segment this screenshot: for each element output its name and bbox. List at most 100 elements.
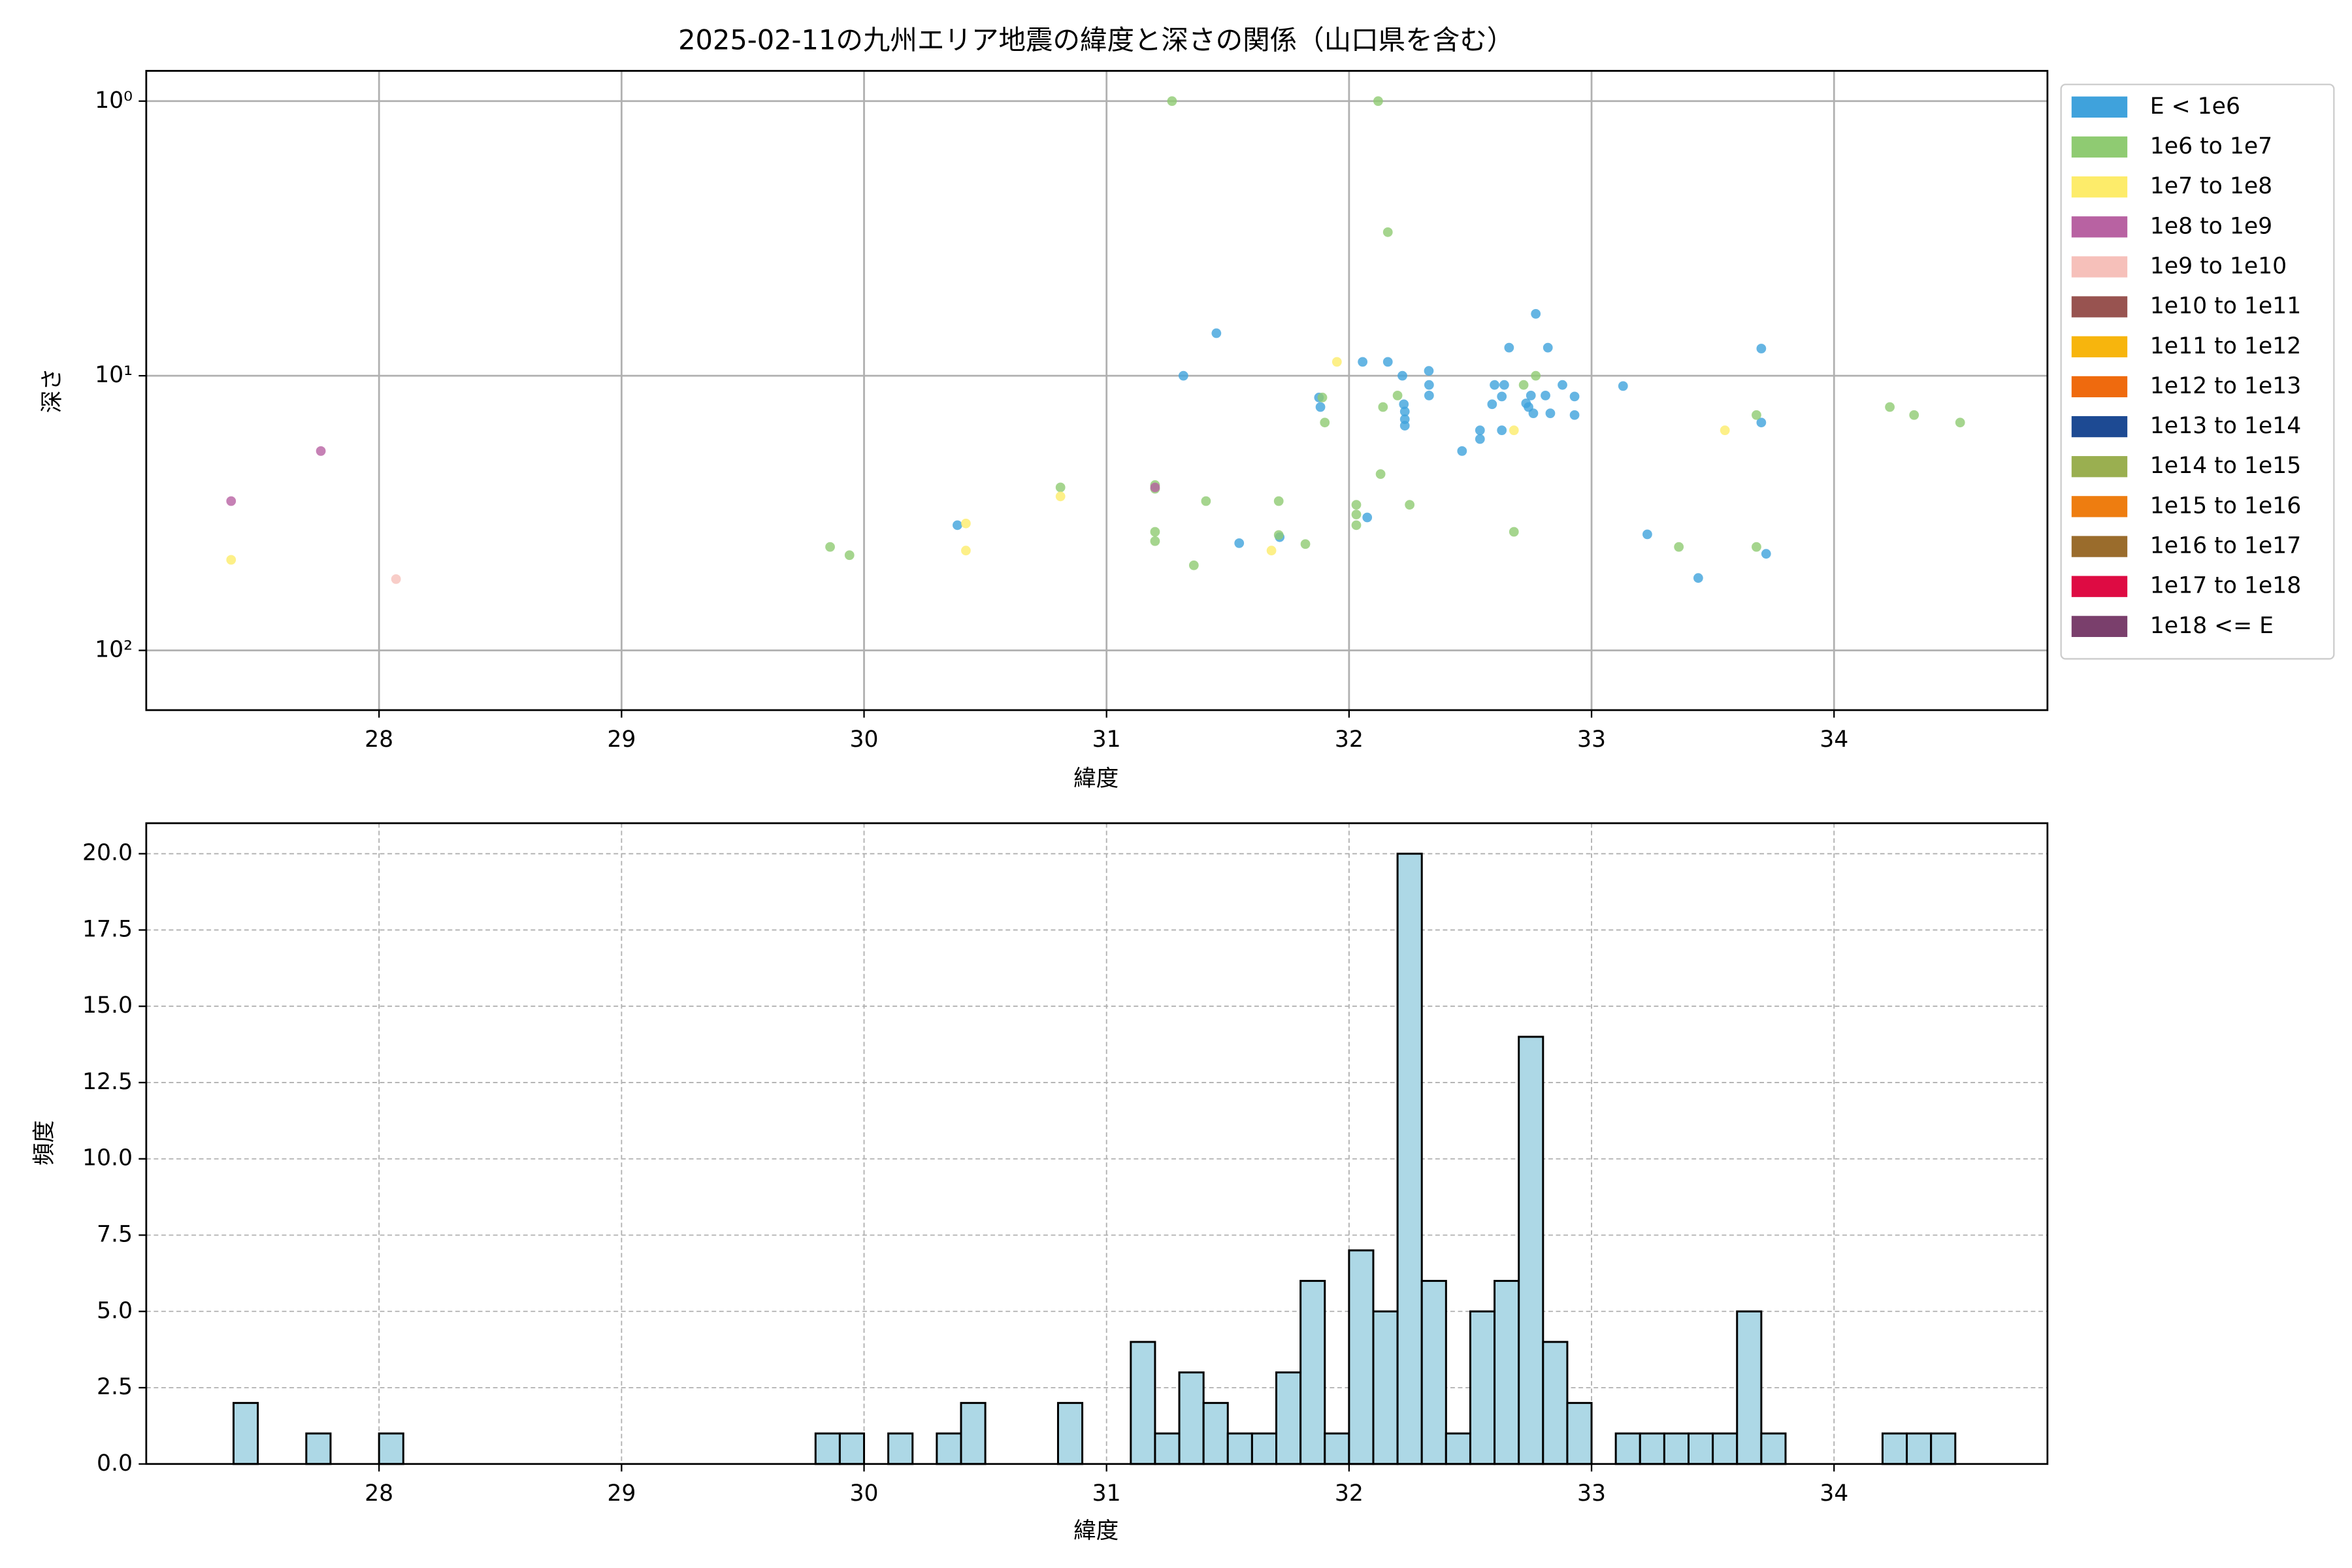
legend-label: 1e11 to 1e12	[2150, 333, 2301, 359]
bar	[1420, 1280, 1447, 1465]
data-point	[1752, 410, 1761, 420]
data-point	[1300, 539, 1311, 549]
data-point	[1497, 391, 1507, 402]
bar	[232, 1401, 259, 1465]
y-tick-label: 10²	[95, 636, 133, 662]
data-point	[1351, 520, 1362, 531]
legend-label: 1e12 to 1e13	[2150, 373, 2301, 399]
x-axis-label: 緯度	[1073, 1518, 1119, 1544]
data-point	[1424, 380, 1434, 390]
bar	[1614, 1432, 1641, 1465]
bar	[936, 1432, 962, 1465]
x-tick-label: 31	[1092, 727, 1121, 753]
data-point	[1693, 573, 1703, 583]
data-point	[1378, 402, 1388, 412]
legend-swatch	[2071, 576, 2128, 597]
data-point	[1392, 390, 1403, 400]
data-point	[1518, 380, 1529, 390]
y-tick-label: 2.5	[97, 1374, 133, 1400]
bar	[1566, 1401, 1593, 1465]
data-point	[1569, 391, 1580, 402]
data-point	[1490, 380, 1499, 390]
data-point	[1317, 393, 1328, 402]
y-tick-label: 10⁰	[95, 88, 133, 114]
data-point	[1756, 344, 1767, 353]
data-point	[1528, 408, 1539, 418]
x-tick-label: 33	[1577, 1480, 1606, 1507]
legend-swatch	[2071, 496, 2128, 517]
data-point	[1167, 96, 1177, 106]
data-point	[1475, 434, 1485, 444]
bar	[1494, 1280, 1520, 1465]
legend-swatch	[2071, 216, 2128, 238]
bar	[1445, 1432, 1471, 1465]
bar	[1396, 853, 1423, 1465]
y-tick-label: 10.0	[82, 1145, 133, 1171]
legend-swatch	[2071, 336, 2128, 357]
y-tick-label: 5.0	[97, 1298, 133, 1324]
bar	[1056, 1401, 1084, 1465]
bar	[1663, 1432, 1690, 1465]
data-point	[1526, 390, 1536, 400]
legend-label: 1e10 to 1e11	[2150, 293, 2301, 319]
x-tick-label: 34	[1820, 727, 1848, 753]
data-point	[1955, 417, 1965, 428]
legend-swatch	[2071, 296, 2128, 318]
data-point	[1150, 527, 1160, 537]
chart-title: 2025-02-11の九州エリア地震の緯度と深さの関係（山口県を含む）	[678, 24, 1514, 56]
data-point	[226, 496, 237, 506]
bar	[1154, 1432, 1181, 1465]
data-point	[1373, 96, 1383, 106]
data-point	[1358, 357, 1368, 367]
data-point	[1720, 425, 1730, 436]
bar	[838, 1432, 866, 1465]
data-point	[1055, 482, 1066, 493]
data-point	[1541, 390, 1550, 400]
y-axis-label: 深さ	[39, 368, 65, 413]
bar	[887, 1432, 914, 1465]
legend-swatch	[2071, 96, 2128, 118]
legend-label: 1e15 to 1e16	[2150, 493, 2301, 519]
data-point	[1351, 510, 1362, 519]
data-point	[825, 542, 835, 552]
bar	[1930, 1432, 1957, 1465]
legend-swatch	[2071, 456, 2128, 478]
y-tick-label: 0.0	[97, 1450, 133, 1477]
legend-label: 1e14 to 1e15	[2150, 453, 2301, 479]
data-point	[1178, 370, 1188, 381]
data-point	[391, 574, 401, 584]
data-point	[1531, 370, 1541, 381]
data-point	[1399, 399, 1409, 410]
bar	[1518, 1036, 1544, 1465]
legend-label: 1e13 to 1e14	[2150, 413, 2301, 439]
legend-swatch	[2071, 176, 2128, 198]
data-point	[1509, 527, 1519, 537]
data-point	[226, 555, 237, 565]
bar	[305, 1432, 332, 1465]
data-point	[1475, 425, 1485, 436]
data-point	[1756, 417, 1767, 428]
data-point	[1150, 536, 1160, 546]
data-point	[953, 520, 962, 531]
bar	[960, 1401, 987, 1465]
data-point	[1055, 491, 1066, 502]
data-point	[1909, 410, 1919, 420]
x-tick-label: 28	[365, 727, 393, 753]
bar	[1250, 1432, 1278, 1465]
bar	[1906, 1432, 1933, 1465]
data-point	[1375, 469, 1386, 479]
legend-swatch	[2071, 376, 2128, 398]
x-tick-label: 32	[1335, 1480, 1364, 1507]
data-point	[1424, 390, 1434, 400]
bar	[1469, 1310, 1496, 1465]
x-axis-label: 緯度	[1073, 766, 1119, 792]
data-point	[1642, 529, 1652, 540]
bar	[1760, 1432, 1787, 1465]
bar	[1299, 1280, 1326, 1465]
x-tick-label: 29	[607, 1480, 636, 1507]
data-point	[961, 518, 971, 529]
x-tick-label: 30	[849, 727, 878, 753]
